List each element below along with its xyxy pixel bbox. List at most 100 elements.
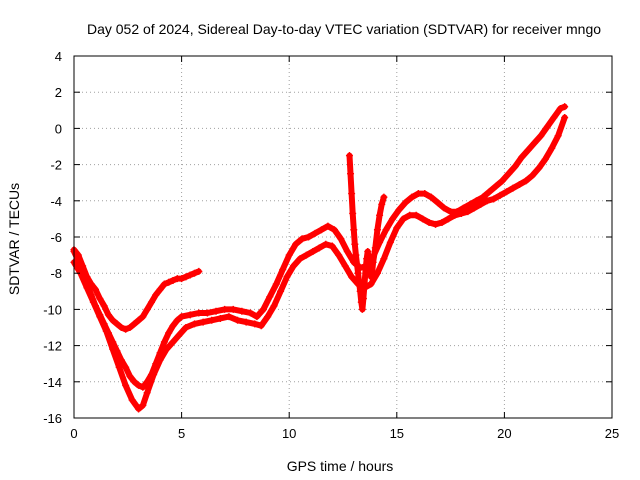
data-point xyxy=(285,251,293,259)
data-point xyxy=(438,219,446,227)
data-point xyxy=(393,224,401,232)
data-point xyxy=(225,313,233,321)
data-point xyxy=(152,291,160,299)
data-point xyxy=(130,320,138,328)
data-point xyxy=(292,240,300,248)
data-point xyxy=(367,273,375,281)
data-point xyxy=(169,276,177,284)
series-4 xyxy=(345,152,388,313)
data-point xyxy=(109,345,117,353)
data-point xyxy=(382,226,390,234)
x-tick-label: 5 xyxy=(178,426,185,441)
data-point xyxy=(309,247,317,255)
data-point xyxy=(139,401,147,409)
data-point xyxy=(351,240,359,248)
series-trace xyxy=(346,152,387,313)
data-point xyxy=(348,273,356,281)
data-point xyxy=(548,144,556,152)
data-point xyxy=(535,164,543,172)
data-point xyxy=(208,316,216,324)
data-point xyxy=(496,191,504,199)
data-point xyxy=(191,320,199,328)
data-point xyxy=(143,305,151,313)
data-point xyxy=(203,309,211,317)
data-point xyxy=(355,278,363,286)
data-point xyxy=(408,193,416,201)
y-tick-label: -2 xyxy=(50,158,62,173)
data-point xyxy=(251,320,259,328)
data-point xyxy=(234,316,242,324)
data-point xyxy=(348,190,356,198)
data-point xyxy=(356,287,364,295)
data-point xyxy=(191,269,199,277)
data-point xyxy=(165,329,173,337)
data-point xyxy=(165,278,173,286)
data-point xyxy=(229,305,237,313)
data-point xyxy=(464,208,472,216)
data-point xyxy=(511,162,519,170)
data-point xyxy=(257,322,265,330)
data-point xyxy=(378,200,386,208)
data-point xyxy=(169,322,177,330)
data-point xyxy=(386,238,394,246)
data-point xyxy=(401,199,409,207)
data-point xyxy=(485,188,493,196)
data-point xyxy=(365,255,373,263)
data-point xyxy=(264,313,272,321)
data-point xyxy=(343,247,351,255)
data-point xyxy=(109,316,117,324)
y-tick-label: 2 xyxy=(55,85,62,100)
y-axis-label: SDTVAR / TECUs xyxy=(6,183,22,295)
data-point xyxy=(399,215,407,223)
data-point xyxy=(83,284,91,292)
data-point xyxy=(126,372,134,380)
y-tick-label: 0 xyxy=(55,121,62,136)
data-point xyxy=(376,211,384,219)
data-point xyxy=(283,273,291,281)
data-point xyxy=(113,320,121,328)
data-point xyxy=(163,345,171,353)
data-point xyxy=(395,206,403,214)
data-point xyxy=(359,295,367,303)
data-point xyxy=(498,177,506,185)
y-tick-label: -16 xyxy=(43,411,62,426)
data-point xyxy=(270,302,278,310)
data-point xyxy=(182,273,190,281)
data-point xyxy=(315,244,323,252)
data-point xyxy=(298,235,306,243)
data-point xyxy=(253,313,261,321)
data-point xyxy=(279,266,287,274)
series-layer xyxy=(70,103,569,413)
data-point xyxy=(350,226,358,234)
data-point xyxy=(347,170,355,178)
data-point xyxy=(509,184,517,192)
data-point xyxy=(550,114,558,122)
data-point xyxy=(353,260,361,268)
data-point xyxy=(238,307,246,315)
data-point xyxy=(447,208,455,216)
data-point xyxy=(457,209,465,217)
data-point xyxy=(371,244,379,252)
data-point xyxy=(186,271,194,279)
data-point xyxy=(352,251,360,259)
data-point xyxy=(150,371,158,379)
data-point xyxy=(156,356,164,364)
y-tick-label: -12 xyxy=(43,339,62,354)
data-point xyxy=(128,396,136,404)
series-trace xyxy=(71,114,568,412)
data-point xyxy=(528,171,536,179)
data-point xyxy=(556,104,564,112)
data-point xyxy=(561,103,569,111)
data-point xyxy=(361,280,369,288)
data-point xyxy=(169,338,177,346)
data-point xyxy=(337,235,345,243)
data-point xyxy=(139,383,147,391)
data-point xyxy=(412,211,420,219)
data-point xyxy=(175,331,183,339)
data-point xyxy=(135,381,143,389)
data-point xyxy=(477,200,485,208)
data-point xyxy=(345,152,353,160)
data-point xyxy=(305,233,313,241)
data-point xyxy=(104,311,112,319)
data-point xyxy=(122,325,130,333)
